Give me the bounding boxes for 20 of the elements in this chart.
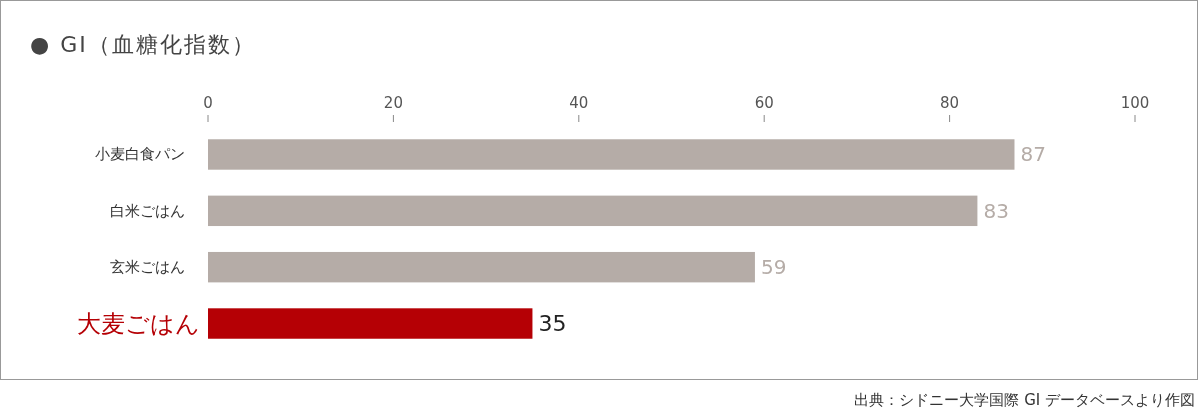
- chart-title: ● GI（血糖化指数）: [30, 32, 256, 57]
- x-tick-label: 60: [754, 94, 774, 112]
- y-tick-label: 白米ごはん: [110, 201, 185, 220]
- y-tick-label: 小麦白食パン: [95, 145, 185, 164]
- x-tick-label: 0: [203, 94, 213, 112]
- bar: [208, 308, 533, 339]
- data-label: 59: [760, 255, 787, 280]
- y-tick-label: 大麦ごはん: [77, 309, 200, 338]
- x-tick-label: 80: [940, 94, 960, 112]
- data-label: 87: [1020, 142, 1046, 167]
- data-label: 35: [538, 311, 567, 337]
- data-label: 83: [983, 198, 1009, 223]
- x-tick-label: 100: [1120, 94, 1150, 112]
- bar: [208, 195, 978, 227]
- bar: [208, 251, 755, 283]
- x-tick-label: 20: [383, 94, 403, 112]
- y-tick-label: 玄米ごはん: [110, 258, 185, 277]
- x-tick-label: 40: [569, 94, 589, 112]
- bar: [208, 139, 1015, 170]
- source-note: 出典：シドニー大学国際 GI データベースより作図: [854, 391, 1195, 409]
